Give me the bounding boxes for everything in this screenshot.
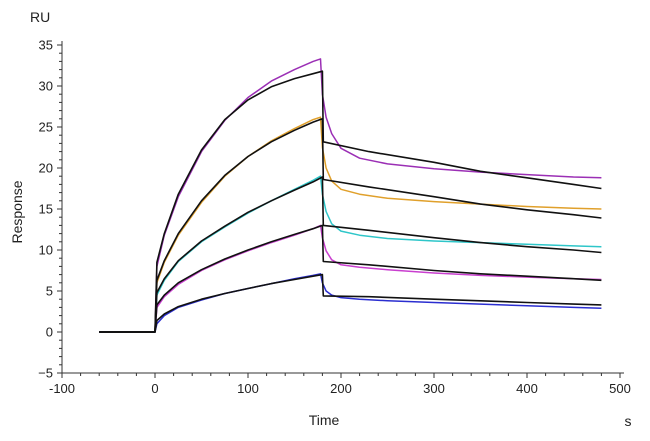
x-ticks: -100 0 100 200 300 400 500: [49, 373, 631, 396]
x-unit-label: s: [625, 413, 632, 429]
x-tick-label: -100: [49, 381, 75, 396]
y-ticks: −5 0 5 10 15 20 25 30 35: [38, 38, 62, 381]
y-tick-label: 0: [46, 325, 53, 340]
fit-curve: [99, 70, 602, 333]
y-tick-label: 30: [39, 79, 53, 94]
axes: -100 0 100 200 300 400 500 −5 0 5 10 15 20 25 30 35: [38, 38, 631, 397]
sensorgram-curve: [99, 116, 602, 333]
x-tick-label: 100: [237, 381, 259, 396]
y-tick-label: 10: [39, 243, 53, 258]
y-axis-title: Response: [9, 180, 25, 243]
x-tick-label: 200: [330, 381, 352, 396]
fit-curve: [99, 176, 602, 333]
sensorgram-curve: [99, 273, 602, 333]
y-tick-label: 5: [46, 284, 53, 299]
x-tick-label: 500: [609, 381, 631, 396]
fit-curve: [99, 273, 602, 333]
x-axis-title: Time: [309, 412, 340, 428]
y-tick-label: 20: [39, 161, 53, 176]
x-tick-label: 400: [516, 381, 538, 396]
y-tick-label: 25: [39, 120, 53, 135]
y-tick-label: −5: [38, 366, 53, 381]
plot-lines: [99, 58, 602, 333]
x-tick-label: 0: [151, 381, 158, 396]
y-tick-label: 15: [39, 202, 53, 217]
sensorgram-curve: [99, 58, 602, 333]
y-unit-label: RU: [30, 9, 50, 25]
y-tick-label: 35: [39, 38, 53, 53]
fit-curve: [99, 224, 602, 333]
fit-curve: [99, 118, 602, 333]
x-tick-label: 300: [423, 381, 445, 396]
